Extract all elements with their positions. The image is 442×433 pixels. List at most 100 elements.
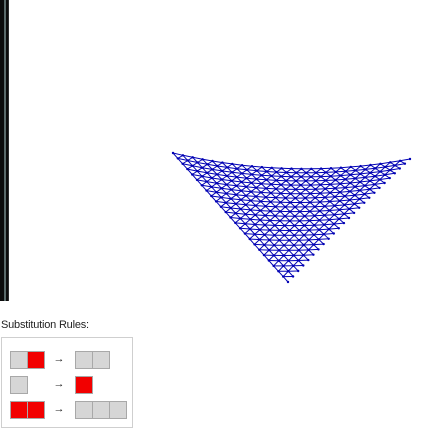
mesh-edge bbox=[308, 244, 315, 251]
mesh-vertex bbox=[353, 185, 357, 188]
mesh-vertex bbox=[284, 196, 287, 200]
mesh-vertex bbox=[354, 169, 357, 172]
mesh-edge bbox=[282, 276, 289, 283]
mesh-vertex bbox=[270, 174, 273, 178]
mesh-edge bbox=[211, 177, 222, 180]
rule-cell bbox=[75, 351, 93, 369]
mesh-edge bbox=[293, 249, 300, 256]
mesh-vertex bbox=[288, 239, 291, 242]
mesh-edge bbox=[212, 160, 223, 164]
mesh-vertex bbox=[393, 164, 397, 167]
mesh-edge bbox=[191, 174, 198, 181]
mesh-vertex bbox=[283, 224, 286, 227]
mesh-vertex bbox=[219, 205, 223, 208]
mesh-edge bbox=[197, 162, 208, 165]
mesh-vertex bbox=[293, 224, 296, 227]
mesh-vertex bbox=[278, 229, 281, 232]
mesh-edge bbox=[354, 202, 365, 205]
mesh-vertex bbox=[288, 229, 291, 232]
mesh-vertex bbox=[285, 171, 288, 174]
mesh-vertex bbox=[279, 201, 282, 204]
surface-plot-3d[interactable] bbox=[0, 0, 442, 310]
mesh-vertex bbox=[393, 172, 396, 175]
mesh-vertex bbox=[215, 191, 218, 194]
mesh-vertex bbox=[205, 171, 209, 174]
mesh-edge bbox=[222, 162, 233, 165]
mesh-vertex bbox=[195, 178, 199, 182]
mesh-vertex bbox=[176, 157, 179, 160]
mesh-vertex bbox=[373, 191, 376, 194]
mesh-vertex bbox=[398, 159, 402, 162]
mesh-vertex bbox=[297, 249, 300, 252]
mesh-vertex bbox=[317, 248, 320, 251]
mesh-vertex bbox=[378, 186, 381, 190]
mesh-vertex bbox=[268, 228, 271, 232]
mesh-edge bbox=[319, 201, 330, 203]
mesh-vertex bbox=[298, 219, 301, 223]
mesh-vertex bbox=[239, 198, 243, 201]
mesh-edge bbox=[230, 207, 241, 210]
mesh-edge bbox=[216, 173, 227, 177]
mesh-edge bbox=[255, 196, 266, 198]
mesh-vertex bbox=[277, 270, 280, 273]
mesh-vertex bbox=[275, 170, 278, 174]
mesh-edge bbox=[283, 260, 289, 267]
mesh-edge bbox=[278, 265, 284, 272]
mesh-vertex bbox=[253, 233, 256, 236]
mesh-edge bbox=[240, 199, 251, 202]
mesh-surface bbox=[171, 151, 412, 284]
mesh-edge bbox=[251, 191, 262, 193]
mesh-vertex bbox=[293, 215, 296, 218]
mesh-vertex bbox=[201, 158, 204, 161]
mesh-edge bbox=[350, 165, 361, 168]
mesh-edge bbox=[234, 222, 241, 229]
mesh-vertex bbox=[368, 179, 372, 183]
mesh-vertex bbox=[288, 219, 291, 223]
mesh-vertex bbox=[267, 248, 271, 252]
mesh-vertex bbox=[408, 157, 412, 161]
mesh-edge bbox=[236, 194, 247, 197]
mesh-vertex bbox=[220, 169, 224, 173]
mesh-vertex bbox=[288, 210, 292, 213]
mesh-vertex bbox=[332, 222, 336, 226]
mesh-vertex bbox=[297, 259, 300, 262]
mesh-edge bbox=[293, 260, 299, 267]
mesh-vertex bbox=[289, 183, 293, 187]
mesh-edge bbox=[340, 182, 351, 185]
mesh-vertex bbox=[269, 209, 272, 213]
mesh-vertex bbox=[318, 209, 321, 213]
mesh-vertex bbox=[327, 237, 330, 240]
mesh-vertex bbox=[303, 214, 306, 218]
mesh-vertex bbox=[310, 167, 313, 170]
mesh-vertex bbox=[348, 190, 352, 193]
mesh-edge bbox=[330, 191, 341, 194]
mesh-vertex bbox=[363, 176, 367, 179]
mesh-vertex bbox=[309, 183, 312, 187]
mesh-edge bbox=[265, 205, 276, 208]
mesh-vertex bbox=[299, 175, 303, 178]
mesh-edge bbox=[345, 186, 356, 189]
mesh-vertex bbox=[280, 167, 283, 170]
mesh-vertex bbox=[308, 210, 311, 213]
mesh-edge bbox=[288, 255, 295, 262]
mesh-edge bbox=[187, 160, 198, 163]
mesh-vertex bbox=[312, 233, 316, 236]
mesh-edge bbox=[298, 234, 305, 241]
mesh-vertex bbox=[245, 177, 248, 180]
mesh-vertex bbox=[295, 171, 298, 174]
mesh-edge bbox=[319, 210, 330, 212]
mesh-vertex bbox=[383, 181, 386, 185]
mesh-edge bbox=[329, 218, 340, 221]
substitution-rules-panel: → → → bbox=[1, 337, 133, 428]
mesh-edge bbox=[251, 182, 262, 185]
mesh-edge bbox=[249, 238, 255, 245]
mesh-edge bbox=[217, 165, 228, 168]
mesh-edge bbox=[235, 203, 246, 206]
mesh-vertex bbox=[258, 238, 261, 241]
mesh-vertex bbox=[384, 165, 387, 169]
mesh-edge bbox=[385, 164, 396, 168]
mesh-edge bbox=[260, 191, 271, 194]
mesh-edge bbox=[216, 182, 227, 186]
mesh-vertex bbox=[348, 207, 351, 211]
mesh-edge bbox=[240, 227, 251, 230]
